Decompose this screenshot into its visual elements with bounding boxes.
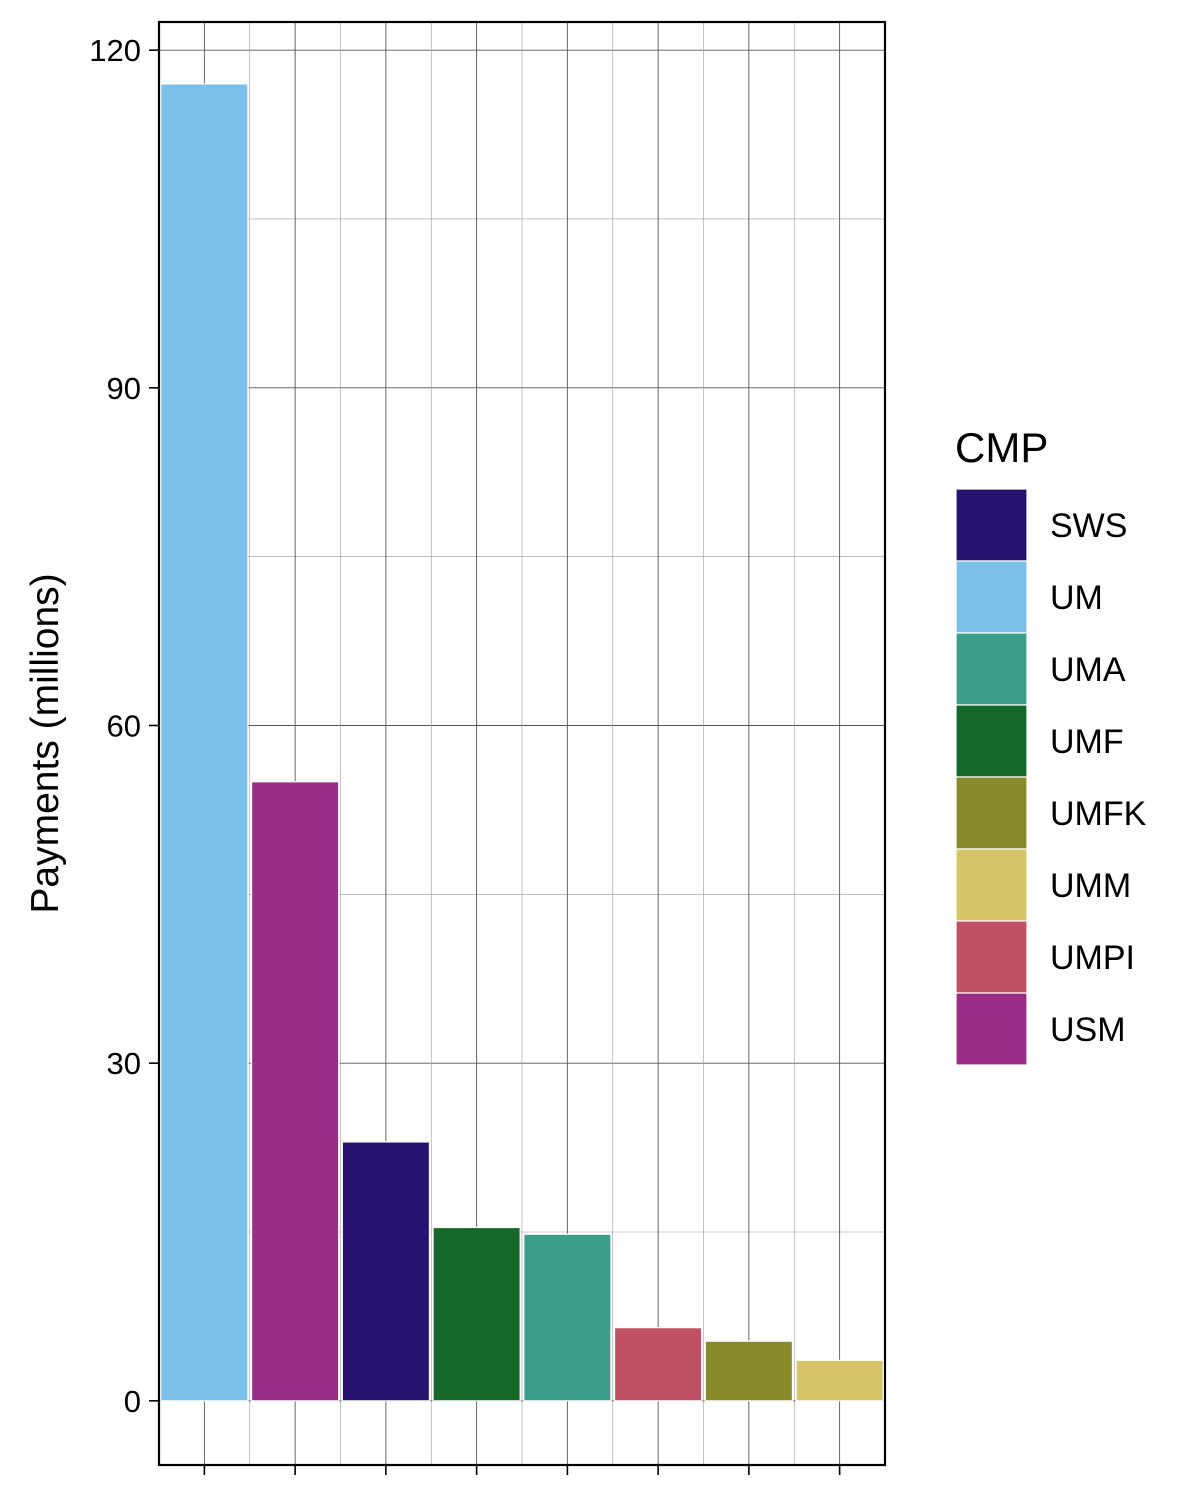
legend-key-usm [955, 992, 1028, 1066]
bar-umf [432, 1226, 521, 1402]
y-tick-label: 120 [89, 33, 141, 68]
grid-lines [159, 22, 885, 1465]
legend-label-um: UM [1050, 579, 1103, 617]
legend-key-umpi [955, 920, 1028, 994]
bar-um [160, 83, 249, 1402]
bar-umfk [704, 1340, 794, 1402]
legend-title: CMP [955, 424, 1048, 471]
legend-label-umpi: UMPI [1050, 939, 1135, 977]
bar-usm [250, 781, 340, 1402]
legend-label-umf: UMF [1050, 723, 1124, 761]
legend: CMP SWS UM UMA UMF UMFK UMM UMPI USM [955, 424, 1147, 1066]
bar-umpi [613, 1327, 703, 1402]
legend-key-umm [955, 848, 1028, 922]
bar-uma [523, 1233, 612, 1402]
y-axis: 0 30 60 90 120 [89, 33, 841, 1475]
y-axis-title: Payments (millions) [24, 573, 67, 913]
legend-label-umm: UMM [1050, 867, 1131, 905]
legend-label-uma: UMA [1050, 651, 1126, 689]
bars [160, 83, 884, 1402]
legend-label-sws: SWS [1050, 507, 1127, 545]
legend-label-usm: USM [1050, 1011, 1126, 1049]
legend-key-umfk [955, 776, 1028, 850]
plot-panel-border [157, 20, 887, 1467]
legend-key-sws [955, 488, 1028, 562]
y-tick-label: 60 [107, 708, 141, 743]
legend-key-umf [955, 704, 1028, 778]
bar-sws [341, 1141, 431, 1402]
legend-label-umfk: UMFK [1050, 795, 1147, 833]
y-tick-label: 30 [107, 1046, 141, 1081]
y-tick-label: 0 [124, 1384, 141, 1419]
y-tick-label: 90 [107, 371, 141, 406]
legend-key-um [955, 560, 1028, 634]
bar-umm [795, 1359, 884, 1402]
legend-key-uma [955, 632, 1028, 706]
